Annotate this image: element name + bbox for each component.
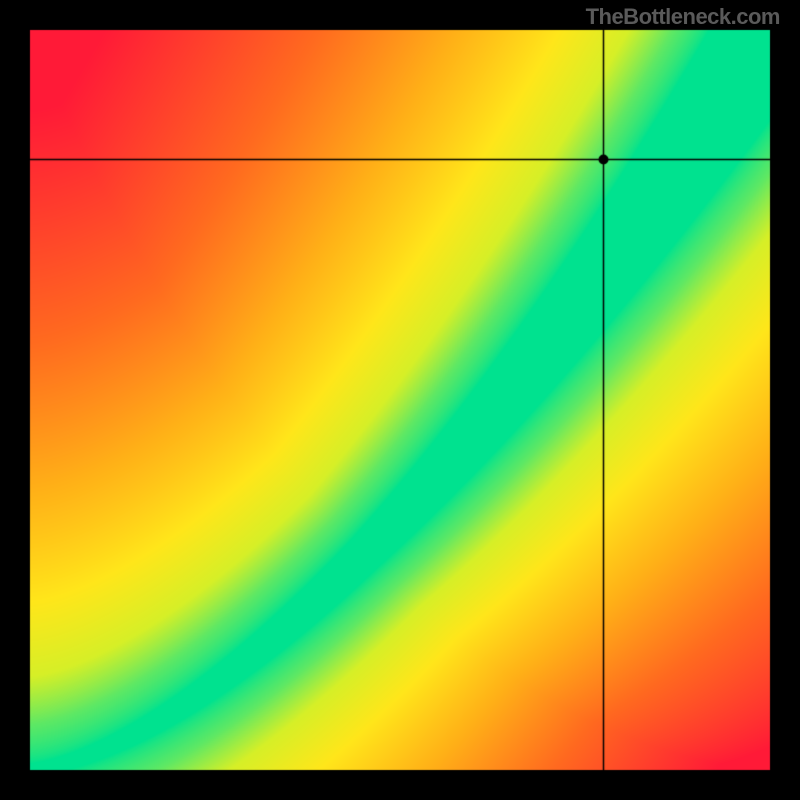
chart-container: TheBottleneck.com (0, 0, 800, 800)
bottleneck-heatmap-canvas (0, 0, 800, 800)
watermark-text: TheBottleneck.com (586, 4, 780, 30)
